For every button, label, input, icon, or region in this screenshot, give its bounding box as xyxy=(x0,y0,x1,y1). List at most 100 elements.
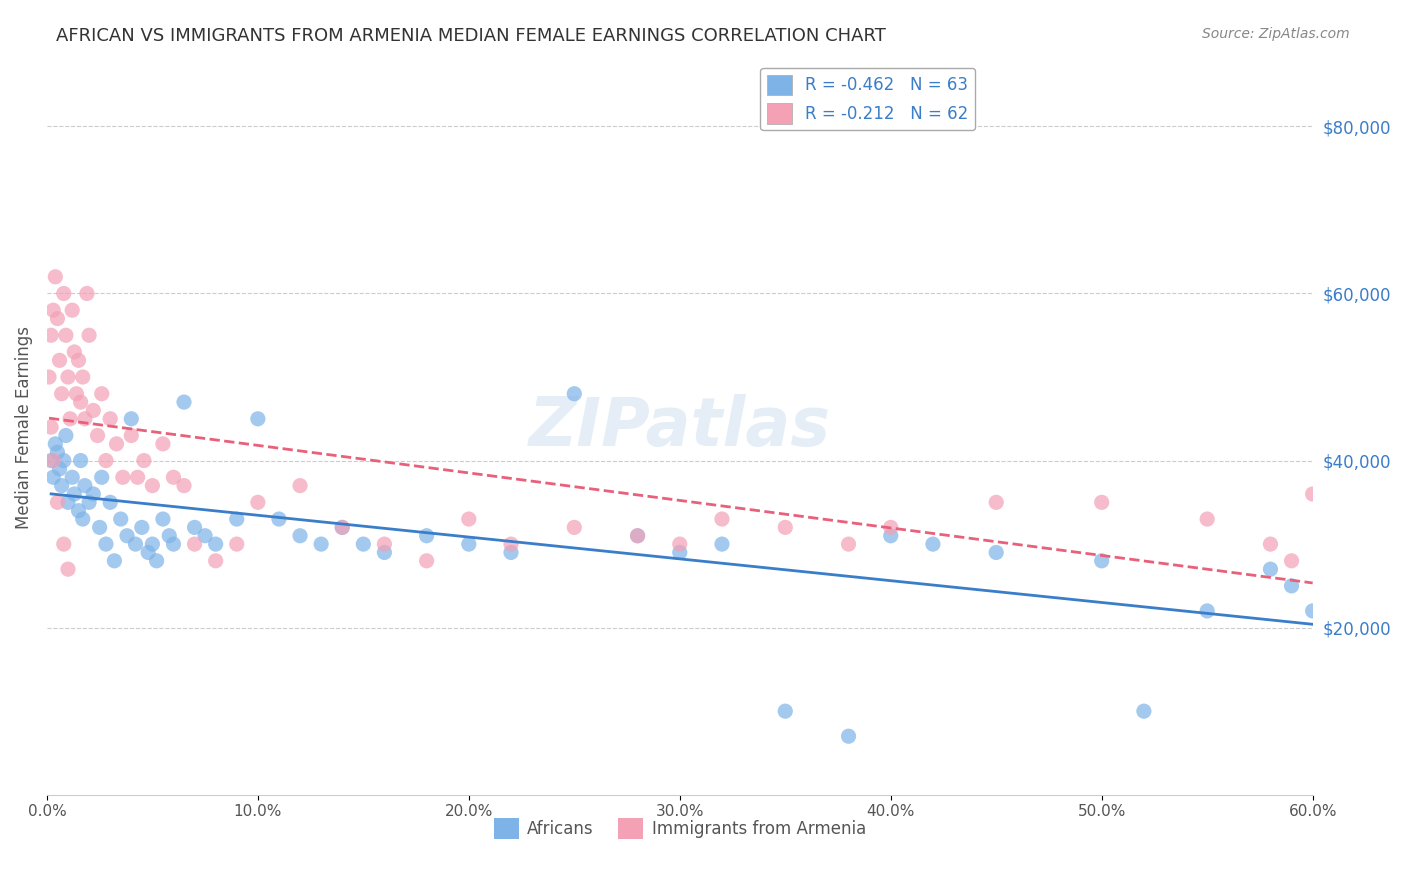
Immigrants from Armenia xyxy=(626,529,648,543)
Immigrants from Armenia xyxy=(46,495,69,509)
Immigrants from Armenia xyxy=(173,478,195,492)
Immigrants from Armenia xyxy=(152,437,174,451)
Immigrants from Armenia xyxy=(52,286,75,301)
Immigrants from Armenia xyxy=(60,303,83,318)
Africans xyxy=(1091,554,1114,568)
Immigrants from Armenia xyxy=(72,370,94,384)
Immigrants from Armenia xyxy=(39,328,62,343)
Immigrants from Armenia xyxy=(127,470,149,484)
Africans xyxy=(562,386,585,401)
Africans xyxy=(775,704,797,718)
Immigrants from Armenia xyxy=(986,495,1008,509)
Immigrants from Armenia xyxy=(457,512,479,526)
Africans xyxy=(145,554,167,568)
Africans xyxy=(922,537,945,551)
Africans xyxy=(52,453,75,467)
Immigrants from Armenia xyxy=(204,554,226,568)
Africans xyxy=(162,537,184,551)
Africans xyxy=(44,437,66,451)
Immigrants from Armenia xyxy=(225,537,247,551)
Immigrants from Armenia xyxy=(710,512,733,526)
Africans xyxy=(77,495,100,509)
Africans xyxy=(55,428,77,442)
Immigrants from Armenia xyxy=(105,437,128,451)
Immigrants from Armenia xyxy=(42,303,65,318)
Immigrants from Armenia xyxy=(1302,487,1324,501)
Immigrants from Armenia xyxy=(51,386,73,401)
Africans xyxy=(267,512,290,526)
Legend: Africans, Immigrants from Armenia: Africans, Immigrants from Armenia xyxy=(486,812,873,846)
Immigrants from Armenia xyxy=(141,478,163,492)
Text: AFRICAN VS IMMIGRANTS FROM ARMENIA MEDIAN FEMALE EARNINGS CORRELATION CHART: AFRICAN VS IMMIGRANTS FROM ARMENIA MEDIA… xyxy=(56,27,886,45)
Y-axis label: Median Female Earnings: Median Female Earnings xyxy=(15,326,32,529)
Immigrants from Armenia xyxy=(499,537,522,551)
Immigrants from Armenia xyxy=(668,537,690,551)
Immigrants from Armenia xyxy=(46,311,69,326)
Text: Source: ZipAtlas.com: Source: ZipAtlas.com xyxy=(1202,27,1350,41)
Africans xyxy=(246,412,269,426)
Immigrants from Armenia xyxy=(59,412,82,426)
Africans xyxy=(1260,562,1282,576)
Africans xyxy=(157,529,180,543)
Immigrants from Armenia xyxy=(1281,554,1303,568)
Africans xyxy=(69,453,91,467)
Text: ZIPatlas: ZIPatlas xyxy=(529,394,831,460)
Africans xyxy=(110,512,132,526)
Immigrants from Armenia xyxy=(42,453,65,467)
Africans xyxy=(838,729,860,743)
Immigrants from Armenia xyxy=(56,370,79,384)
Africans xyxy=(131,520,153,534)
Africans xyxy=(124,537,146,551)
Africans xyxy=(46,445,69,459)
Africans xyxy=(90,470,112,484)
Immigrants from Armenia xyxy=(69,395,91,409)
Immigrants from Armenia xyxy=(1260,537,1282,551)
Immigrants from Armenia xyxy=(90,386,112,401)
Africans xyxy=(103,554,125,568)
Immigrants from Armenia xyxy=(39,420,62,434)
Immigrants from Armenia xyxy=(162,470,184,484)
Africans xyxy=(499,545,522,559)
Africans xyxy=(60,470,83,484)
Immigrants from Armenia xyxy=(77,328,100,343)
Immigrants from Armenia xyxy=(246,495,269,509)
Africans xyxy=(1302,604,1324,618)
Africans xyxy=(136,545,159,559)
Immigrants from Armenia xyxy=(48,353,70,368)
Africans xyxy=(710,537,733,551)
Immigrants from Armenia xyxy=(183,537,205,551)
Immigrants from Armenia xyxy=(330,520,353,534)
Immigrants from Armenia xyxy=(120,428,142,442)
Africans xyxy=(288,529,311,543)
Immigrants from Armenia xyxy=(132,453,155,467)
Immigrants from Armenia xyxy=(65,386,87,401)
Africans xyxy=(1281,579,1303,593)
Africans xyxy=(39,453,62,467)
Immigrants from Armenia xyxy=(415,554,437,568)
Africans xyxy=(204,537,226,551)
Africans xyxy=(72,512,94,526)
Africans xyxy=(373,545,395,559)
Immigrants from Armenia xyxy=(1091,495,1114,509)
Immigrants from Armenia xyxy=(775,520,797,534)
Africans xyxy=(309,537,332,551)
Africans xyxy=(51,478,73,492)
Africans xyxy=(82,487,104,501)
Africans xyxy=(330,520,353,534)
Africans xyxy=(194,529,217,543)
Africans xyxy=(48,462,70,476)
Africans xyxy=(1197,604,1219,618)
Africans xyxy=(668,545,690,559)
Africans xyxy=(880,529,903,543)
Immigrants from Armenia xyxy=(373,537,395,551)
Africans xyxy=(626,529,648,543)
Africans xyxy=(352,537,374,551)
Africans xyxy=(120,412,142,426)
Africans xyxy=(115,529,138,543)
Immigrants from Armenia xyxy=(44,269,66,284)
Immigrants from Armenia xyxy=(94,453,117,467)
Africans xyxy=(183,520,205,534)
Immigrants from Armenia xyxy=(52,537,75,551)
Africans xyxy=(1133,704,1156,718)
Africans xyxy=(67,504,90,518)
